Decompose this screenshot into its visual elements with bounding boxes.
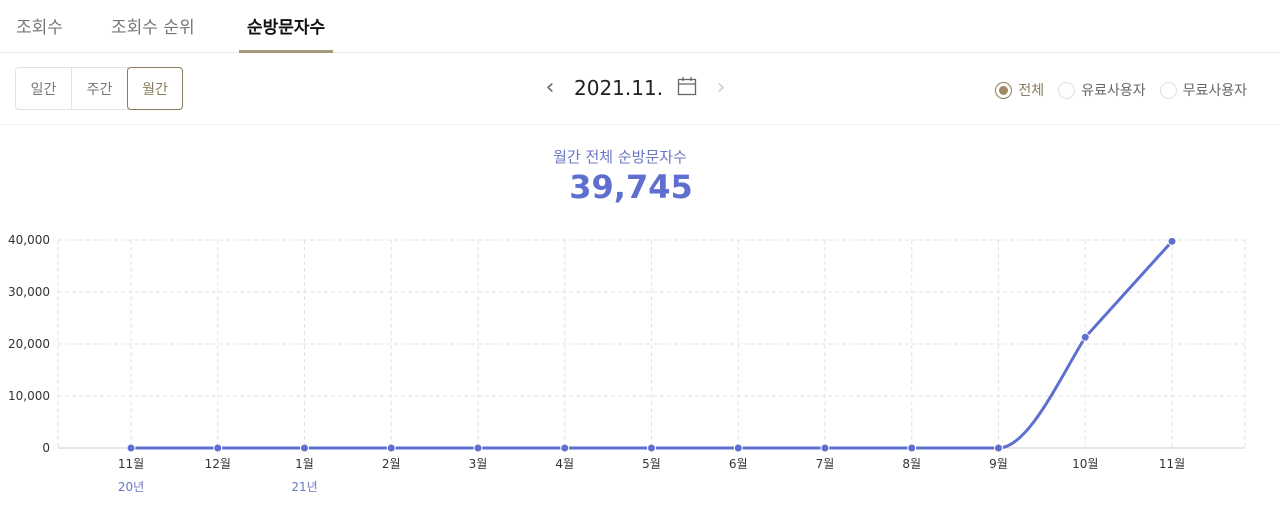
data-point [560, 443, 570, 453]
y-tick-label: 20,000 [8, 337, 50, 351]
summary-value: 39,745 [569, 168, 693, 206]
tab-views[interactable]: 조회수 [16, 18, 63, 38]
x-tick-label: 10월 [1072, 457, 1098, 471]
x-year-label: 21년 [291, 480, 317, 494]
y-tick-label: 30,000 [8, 285, 50, 299]
x-tick-label: 3월 [469, 457, 488, 471]
x-tick-label: 11월 [1159, 457, 1185, 471]
x-tick-label: 7월 [816, 457, 835, 471]
data-point [647, 443, 656, 453]
tab-views-ranking[interactable]: 조회수 순위 [111, 18, 195, 38]
x-tick-label: 9월 [989, 457, 1008, 471]
data-point [126, 443, 136, 453]
data-point [907, 443, 917, 453]
filter-paid-radio[interactable]: 유료사용자 [1058, 80, 1146, 100]
data-point [213, 443, 223, 453]
calendar-icon[interactable] [677, 76, 697, 100]
period-daily-button[interactable]: 일간 [16, 68, 72, 109]
data-point [473, 443, 483, 453]
y-tick-label: 40,000 [8, 233, 50, 247]
filter-label: 유료사용자 [1081, 83, 1146, 99]
user-filter: 전체 유료사용자 무료사용자 [995, 80, 1247, 100]
data-point [820, 443, 830, 453]
x-year-label: 20년 [118, 480, 144, 494]
tab-bar: 조회수 조회수 순위 순방문자수 [0, 0, 1280, 53]
x-tick-label: 1월 [295, 457, 314, 471]
filter-all-radio[interactable]: 전체 [995, 80, 1044, 100]
data-point [1080, 332, 1090, 342]
data-point [994, 443, 1003, 453]
y-tick-label: 10,000 [8, 389, 50, 403]
radio-checked-icon [995, 81, 1013, 99]
data-point [733, 443, 743, 453]
x-tick-label: 4월 [555, 457, 574, 471]
x-tick-label: 8월 [902, 457, 921, 471]
filter-free-radio[interactable]: 무료사용자 [1159, 80, 1247, 100]
x-tick-label: 5월 [642, 457, 661, 471]
period-selector: 일간 주간 월간 [15, 67, 183, 110]
x-tick-label: 11월 [118, 457, 144, 471]
date-navigator: ‹ 2021.11. › [540, 75, 731, 100]
filter-label: 전체 [1018, 83, 1045, 99]
data-point [386, 443, 396, 453]
divider [0, 124, 1280, 125]
series-line [131, 240, 1174, 450]
chevron-right-icon[interactable]: › [716, 75, 726, 100]
tab-unique-visitors[interactable]: 순방문자수 [239, 13, 334, 53]
data-point [1167, 236, 1177, 246]
y-tick-label: 0 [42, 441, 50, 455]
radio-unchecked-icon [1058, 81, 1076, 99]
filter-label: 무료사용자 [1182, 83, 1247, 99]
current-date: 2021.11. [574, 75, 664, 100]
x-tick-label: 12월 [205, 457, 231, 471]
data-point [300, 443, 309, 453]
x-tick-label: 2월 [382, 457, 401, 471]
period-monthly-button[interactable]: 월간 [127, 67, 183, 110]
radio-unchecked-icon [1159, 81, 1177, 99]
x-tick-label: 6월 [729, 457, 748, 471]
chevron-left-icon[interactable]: ‹ [545, 75, 555, 100]
summary-label: 월간 전체 순방문자수 [553, 148, 687, 166]
